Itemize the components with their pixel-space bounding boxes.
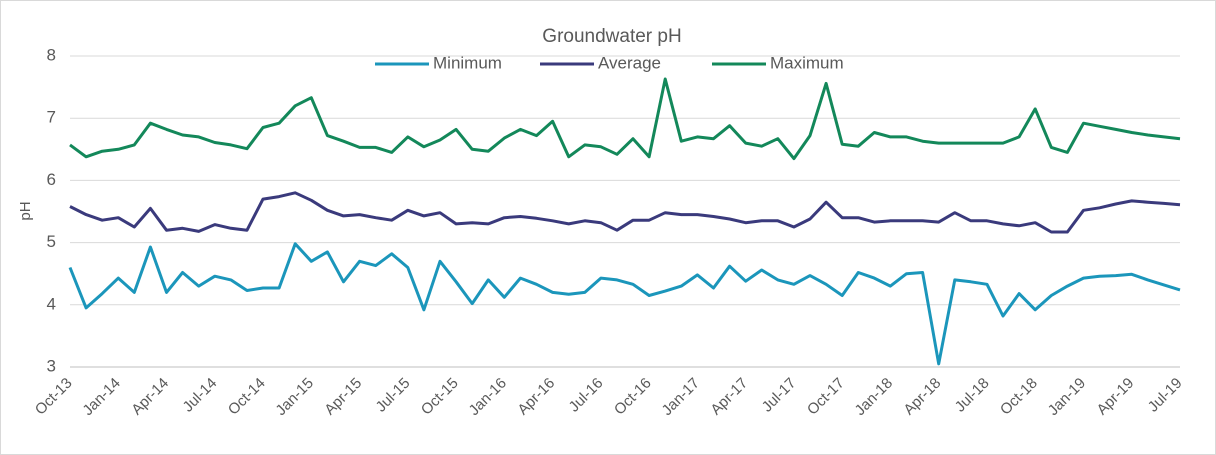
legend-label: Maximum (770, 53, 844, 72)
y-tick-label: 4 (47, 294, 56, 313)
y-axis-label: pH (17, 201, 34, 220)
y-tick-label: 8 (47, 45, 56, 64)
line-series (68, 242, 1181, 366)
chart-title: Groundwater pH (542, 26, 681, 47)
y-tick-label: 3 (47, 356, 56, 375)
y-tick-label: 7 (47, 108, 56, 127)
line-series (69, 77, 1181, 161)
line-series (69, 191, 1181, 234)
legend-label: Minimum (433, 53, 502, 72)
y-tick-label: 5 (47, 232, 56, 251)
y-tick-label: 6 (47, 170, 56, 189)
legend-label: Average (598, 53, 661, 72)
